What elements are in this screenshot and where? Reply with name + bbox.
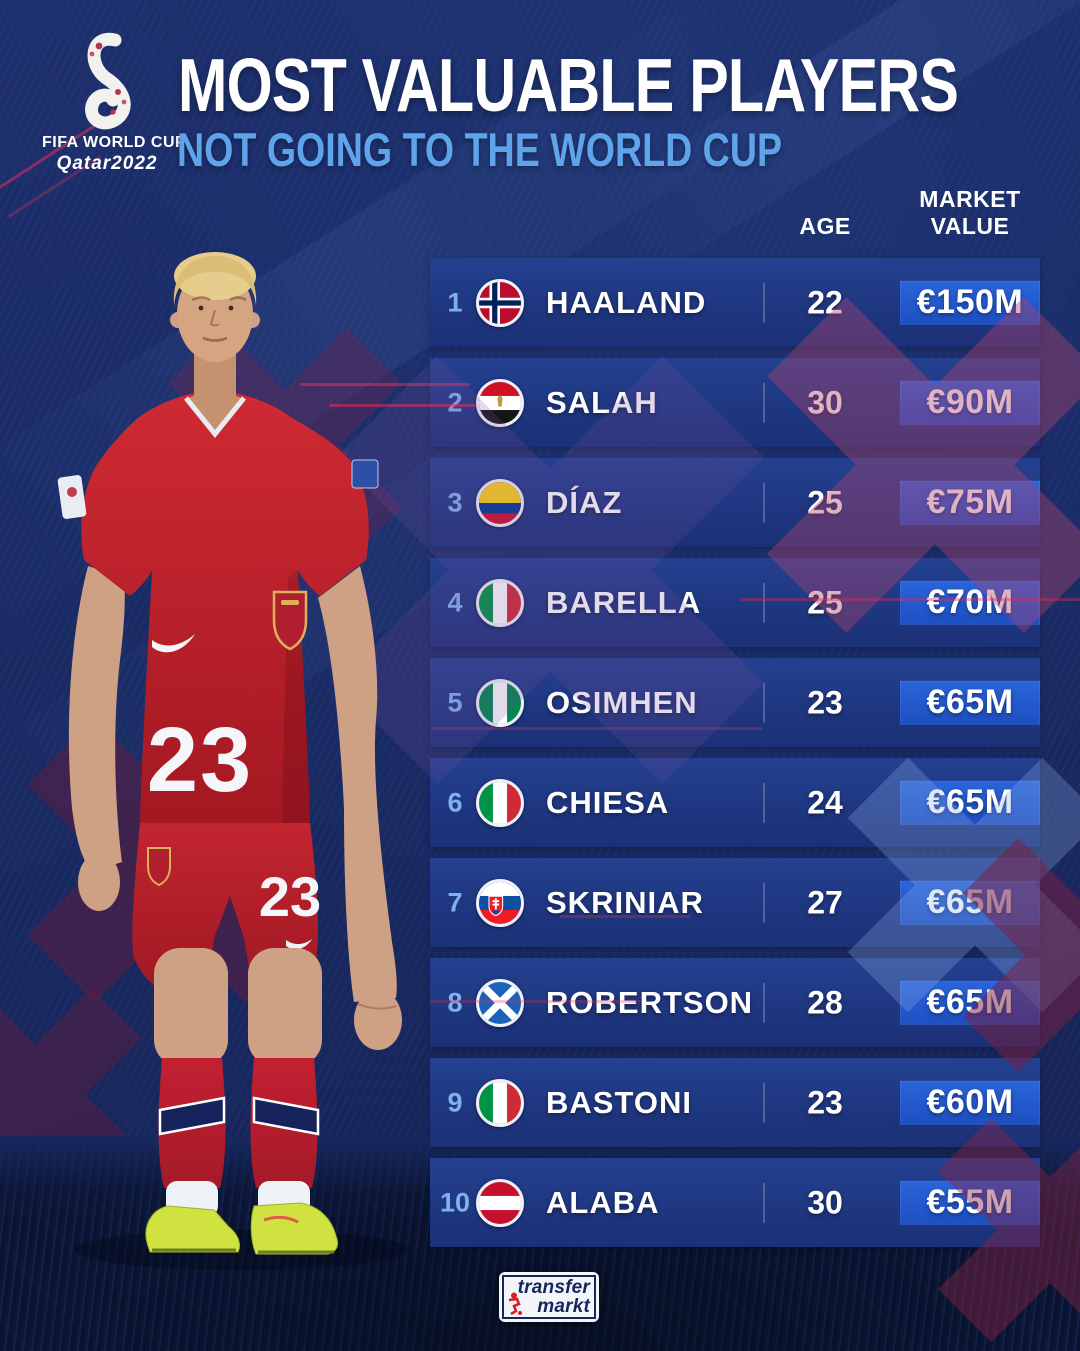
qatar-2022-text: Qatar2022: [56, 153, 158, 174]
rank-number: 2: [447, 387, 463, 417]
player-age: 22: [807, 284, 843, 320]
table-row: 10 ALABA 30 €55M: [430, 1158, 1040, 1247]
rank-number: 8: [447, 987, 463, 1017]
norway-flag-icon: [476, 278, 524, 327]
column-divider: [763, 882, 765, 923]
egypt-flag-icon: [476, 378, 524, 427]
player-name: ALABA: [546, 1184, 660, 1220]
table-row: 5 OSIMHEN 23 €65M: [430, 658, 1040, 747]
market-value-badge: €65M: [900, 680, 1040, 725]
column-header-market-value: MARKET VALUE: [919, 186, 1021, 239]
column-divider: [763, 682, 765, 723]
player-age: 30: [807, 1184, 843, 1220]
column-divider: [763, 482, 765, 523]
colombia-flag-icon: [476, 478, 524, 527]
rank-number: 10: [439, 1187, 471, 1217]
rank-number: 3: [447, 487, 463, 517]
transfermarkt-logo-frame: transfer markt: [502, 1275, 596, 1319]
nigeria-flag-icon: [476, 678, 524, 727]
market-value-badge: €65M: [900, 880, 1040, 925]
player-name: BARELLA: [546, 584, 702, 620]
market-value-badge: €60M: [900, 1080, 1040, 1125]
rank-number: 7: [447, 887, 463, 917]
world-cup-emblem-icon: [85, 32, 131, 130]
player-photo-haaland: 23 23: [57, 252, 410, 1270]
fifa-world-cup-logo: FIFA WORLD CUP Qatar2022: [42, 30, 187, 175]
fifa-world-cup-text: FIFA WORLD CUP: [42, 134, 187, 151]
player-name: DÍAZ: [546, 484, 623, 520]
player-name: SKRINIAR: [546, 884, 704, 920]
footballer-icon: [508, 1292, 522, 1316]
player-name: HAALAND: [546, 284, 707, 320]
player-age: 30: [807, 384, 843, 420]
market-value-badge: €90M: [900, 380, 1040, 425]
player-name: OSIMHEN: [546, 684, 698, 720]
market-value-badge: €55M: [900, 1180, 1040, 1225]
table-row: 1 HAALAND 22 €150M: [430, 258, 1040, 347]
column-divider: [763, 282, 765, 323]
table-row: 9 BASTONI 23 €60M: [430, 1058, 1040, 1147]
table-row: 2 SALAH 30 €90M: [430, 358, 1040, 447]
market-value-badge: €70M: [900, 580, 1040, 625]
shorts-number: 23: [259, 865, 321, 928]
market-value-badge: €65M: [900, 780, 1040, 825]
page-subtitle: NOT GOING TO THE WORLD CUP: [177, 123, 783, 176]
austria-flag-icon: [476, 1178, 524, 1227]
market-value-badge: €65M: [900, 980, 1040, 1025]
table-rows: 1 HAALAND 22 €150M 2 SALAH 30 €90M 3 DÍAZ 25 €75M 4 B…: [430, 258, 1040, 1247]
player-age: 23: [807, 1084, 843, 1120]
player-age: 24: [807, 784, 843, 820]
rank-number: 5: [447, 687, 463, 717]
column-divider: [763, 782, 765, 823]
rank-number: 4: [447, 587, 463, 617]
table-row: 3 DÍAZ 25 €75M: [430, 458, 1040, 547]
rank-number: 9: [447, 1087, 463, 1117]
x-decoration: [167, 327, 403, 563]
rank-number: 1: [447, 287, 463, 317]
market-value-badge: €75M: [900, 480, 1040, 525]
column-divider: [763, 1182, 765, 1223]
page-title: MOST VALUABLE PLAYERS: [178, 43, 959, 127]
player-name: ROBERTSON: [546, 984, 754, 1020]
x-decoration: [27, 717, 313, 1003]
italy-flag-icon: [476, 1078, 524, 1127]
rank-number: 6: [447, 787, 463, 817]
player-age: 25: [807, 484, 843, 520]
player-name: BASTONI: [546, 1084, 692, 1120]
transfermarkt-logo: transfer markt: [499, 1272, 599, 1322]
column-divider: [763, 1082, 765, 1123]
table-row: 6 CHIESA 24 €65M: [430, 758, 1040, 847]
brand-text-transfer: transfer: [517, 1277, 590, 1298]
table-row: 8 ROBERTSON 28 €65M: [430, 958, 1040, 1047]
player-age: 25: [807, 584, 843, 620]
player-age: 23: [807, 684, 843, 720]
column-divider: [763, 582, 765, 623]
column-divider: [763, 982, 765, 1023]
italy-flag-icon: [476, 778, 524, 827]
player-name: SALAH: [546, 384, 658, 420]
player-age: 27: [807, 884, 843, 920]
italy-flag-icon: [476, 578, 524, 627]
brand-text-markt: markt: [537, 1296, 590, 1317]
slovakia-flag-icon: [476, 878, 524, 927]
table-row: 4 BARELLA 25 €70M: [430, 558, 1040, 647]
column-header-age: AGE: [799, 213, 851, 239]
column-divider: [763, 382, 765, 423]
player-name: CHIESA: [546, 784, 670, 820]
jersey-number: 23: [147, 709, 253, 811]
player-age: 28: [807, 984, 843, 1020]
table-row: 7 SKRINIAR 27 €65M: [430, 858, 1040, 947]
market-value-badge: €150M: [900, 280, 1040, 325]
scotland-flag-icon: [476, 978, 524, 1027]
